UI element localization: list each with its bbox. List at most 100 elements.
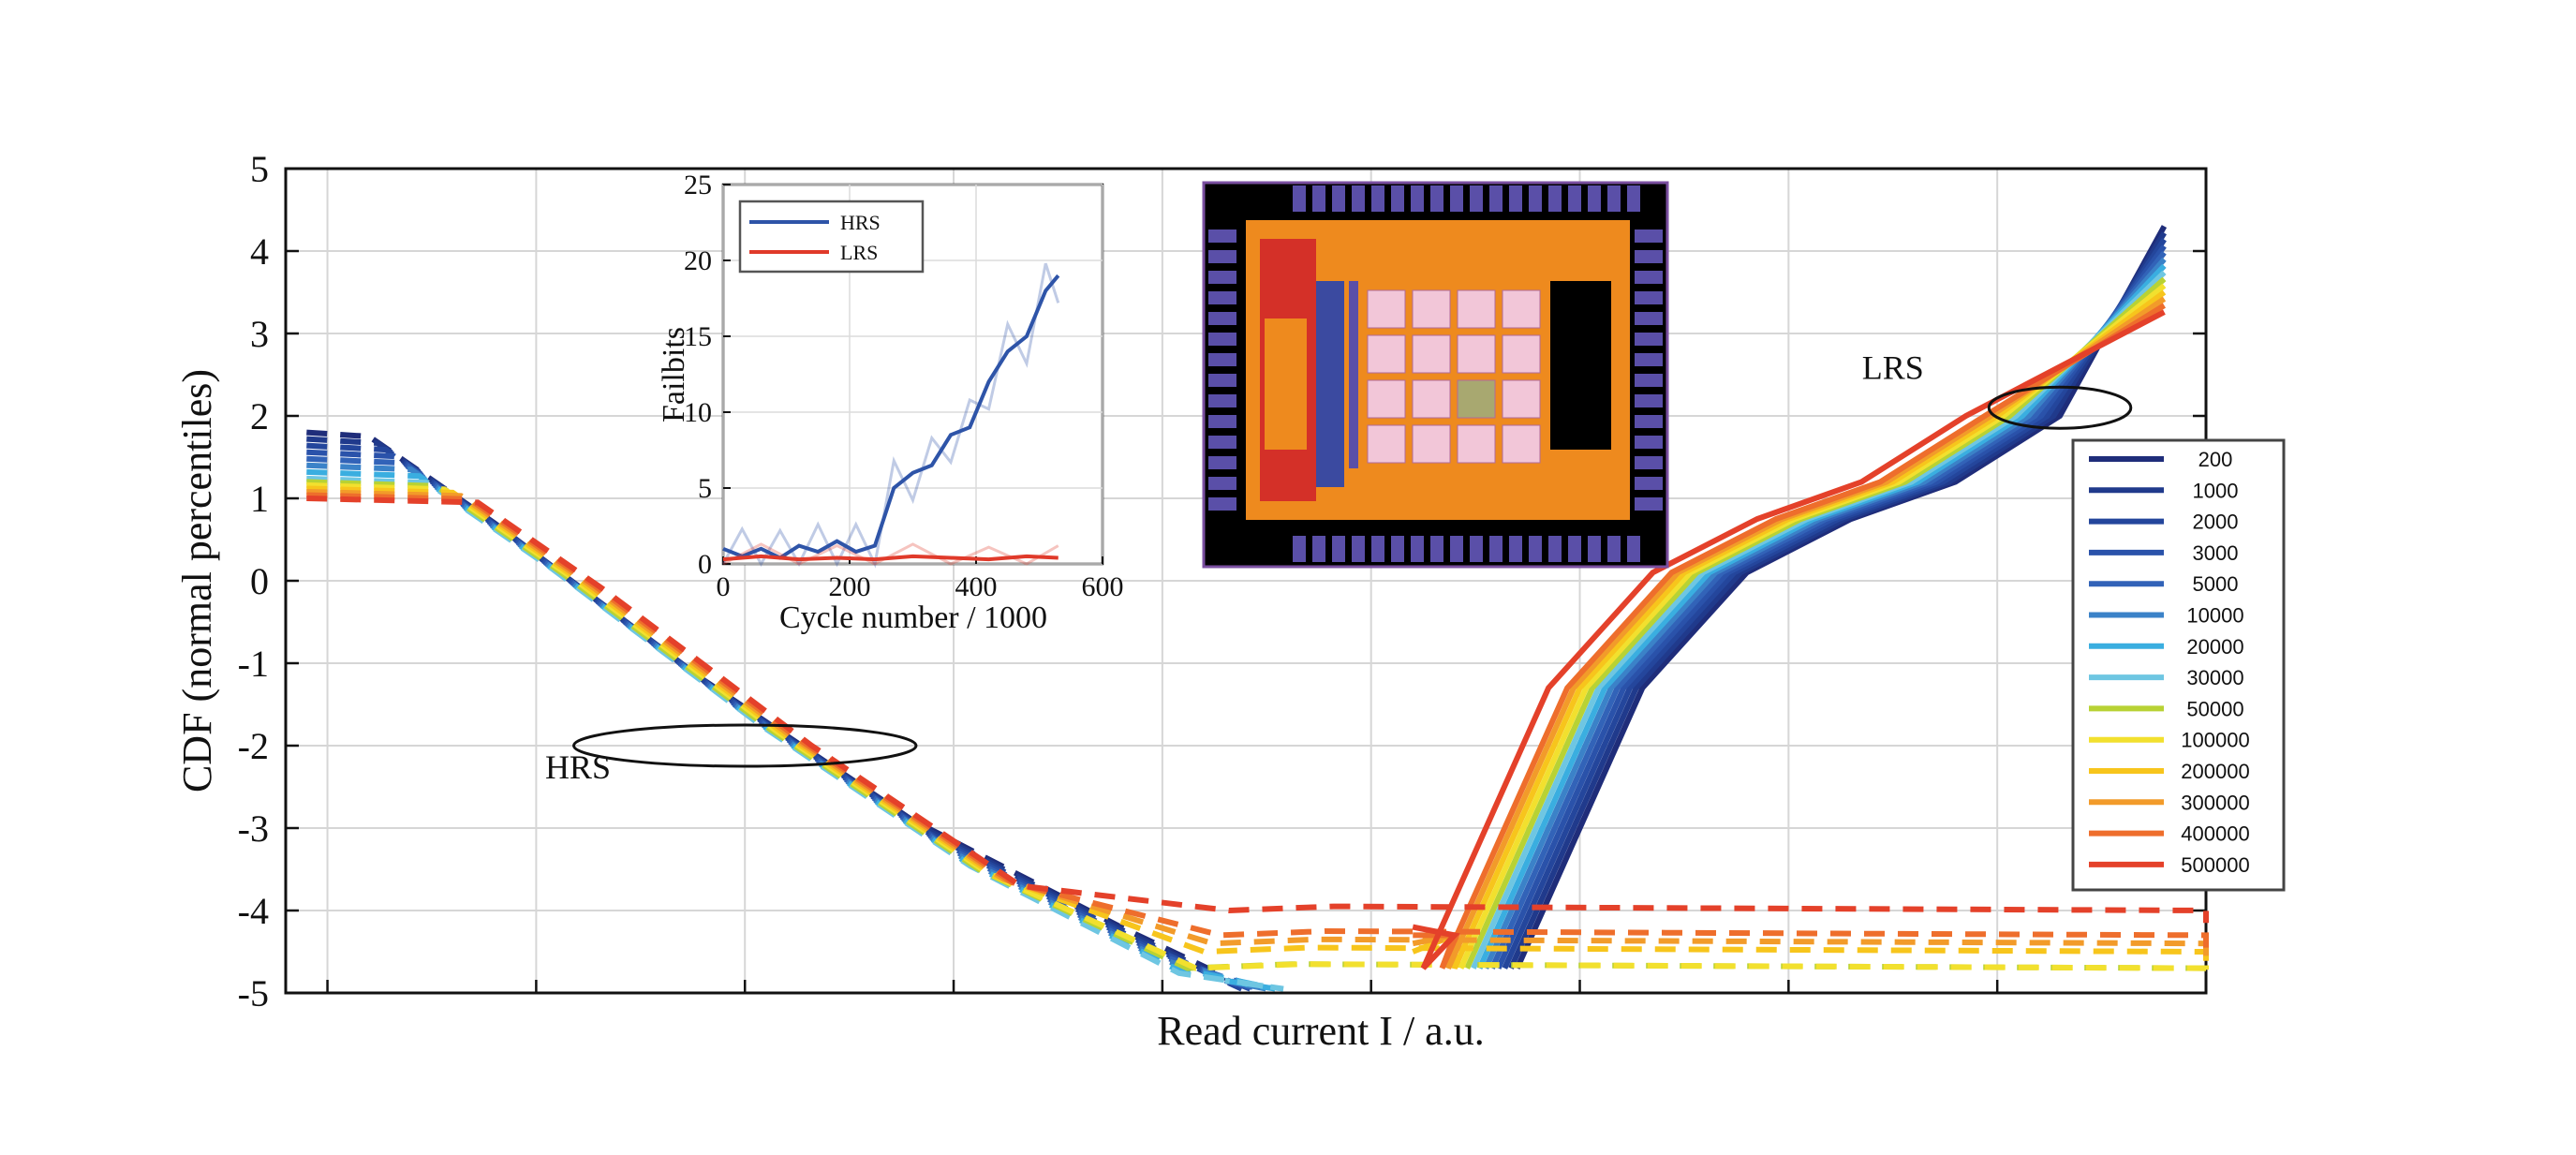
chip-pad-right (1635, 436, 1663, 449)
chip-pad-top (1293, 185, 1306, 212)
chip-pad-bottom (1548, 536, 1562, 562)
legend-label: 10000 (2186, 604, 2243, 628)
inset-y-tick-label: 10 (684, 397, 712, 428)
y-tick-label: -2 (238, 725, 269, 767)
chip-pad-right (1635, 333, 1663, 346)
chip-pad-left (1208, 456, 1236, 469)
chip-pad-left (1208, 312, 1236, 325)
chip-pad-left (1208, 394, 1236, 407)
chip-pad-left (1208, 333, 1236, 346)
annotation-label: LRS (1862, 348, 1924, 386)
main-legend: 200 1000 2000 3000 5000 10000 20000 30000 50000 1… (2071, 438, 2286, 892)
legend-label: 30000 (2186, 666, 2243, 689)
y-tick-label: -3 (238, 807, 269, 850)
chip-pad-top (1332, 185, 1345, 212)
legend-label: 400000 (2181, 822, 2249, 846)
chip-pad-right (1635, 353, 1663, 366)
chip-pad-bottom (1352, 536, 1365, 562)
y-tick-label: 1 (250, 478, 269, 520)
chip-pad-bottom (1470, 536, 1483, 562)
y-tick-label: -4 (238, 890, 269, 932)
annotation-ellipse (572, 723, 918, 768)
chip-pad-top (1411, 185, 1424, 212)
inset-raw-HRS (721, 262, 1060, 569)
chip-memory-block (1457, 424, 1496, 464)
inset-x-tick-label: 400 (955, 571, 998, 602)
lrs-curve-100000 (1458, 283, 2167, 970)
inset-legend-label: HRS (840, 211, 881, 234)
inset-y-axis-title: Failbits (657, 327, 691, 422)
y-tick-label: -5 (238, 972, 269, 1014)
legend-label: 5000 (2193, 572, 2239, 596)
chip-pad-top (1489, 185, 1503, 212)
chip-pad-top (1568, 185, 1581, 212)
chip-pad-bottom (1411, 536, 1424, 562)
chip-pad-right (1635, 291, 1663, 304)
legend-label: 200 (2198, 448, 2233, 471)
chip-memory-block (1502, 289, 1541, 329)
legend-label: 2000 (2193, 511, 2239, 534)
chip-right-block (1550, 281, 1611, 450)
chip-memory-block (1502, 334, 1541, 374)
main-y-axis-title: CDF (normal percentiles) (174, 369, 220, 792)
inset-y-tick-label: 20 (684, 245, 712, 276)
y-tick-label: -1 (238, 643, 269, 685)
chip-pad-top (1627, 185, 1640, 212)
chip-layout-image (1202, 181, 1669, 569)
chip-pad-right (1635, 497, 1663, 511)
chip-pad-bottom (1509, 536, 1522, 562)
chip-pad-left (1208, 353, 1236, 366)
chip-pad-bottom (1607, 536, 1621, 562)
inset-y-tick-label: 15 (684, 321, 712, 352)
inset-raw-LRS (722, 542, 1059, 566)
inset-x-tick-label: 200 (829, 571, 871, 602)
annotation-label: HRS (545, 748, 611, 786)
legend-label: 100000 (2181, 729, 2249, 752)
lrs-curve-500000 (1412, 309, 2166, 970)
chip-pad-right (1635, 477, 1663, 490)
legend-label: 500000 (2181, 853, 2249, 877)
y-tick-label: 0 (250, 560, 269, 602)
chip-memory-block (1367, 334, 1406, 374)
inset-legend: HRS LRS (738, 200, 925, 274)
inset-series (721, 262, 1060, 569)
chip-memory-block (1457, 289, 1496, 329)
chip-pad-right (1635, 456, 1663, 469)
chip-pad-left (1208, 477, 1236, 490)
chip-pad-bottom (1588, 536, 1601, 562)
chip-pad-right (1635, 271, 1663, 284)
chip-pad-left (1208, 497, 1236, 511)
chip-pad-left (1208, 230, 1236, 243)
inset-y-tick-label: 0 (698, 549, 712, 580)
y-tick-label: 2 (250, 395, 269, 437)
chip-bus (1349, 281, 1358, 468)
legend-label: 3000 (2193, 541, 2239, 565)
chip-pad-left (1208, 291, 1236, 304)
chip-pad-left (1208, 250, 1236, 263)
chip-pad-bottom (1293, 536, 1306, 562)
chip-memory-blocks (1367, 289, 1541, 464)
chip-pad-top (1312, 185, 1325, 212)
lrs-curve-400000 (1413, 303, 2167, 970)
inset-chart: 0 200 400 600 0 5 10 15 20 25 HRS LRS Cycle number… (657, 170, 1124, 635)
inset-series-LRS (722, 554, 1059, 562)
chip-pad-bottom (1529, 536, 1542, 562)
legend-label: 50000 (2186, 697, 2243, 720)
chip-pad-top (1529, 185, 1542, 212)
chip-pad-top (1450, 185, 1463, 212)
chip-pad-bottom (1450, 536, 1463, 562)
chip-memory-block (1412, 334, 1451, 374)
chip-pad-top (1391, 185, 1404, 212)
chip-memory-block (1412, 424, 1451, 464)
lrs-curve-5000 (1489, 250, 2167, 970)
annotations: HRS LRS (545, 348, 2133, 786)
lrs-curve-20000 (1476, 263, 2167, 970)
inset-x-tick-label: 0 (717, 571, 731, 602)
chip-pad-left (1208, 271, 1236, 284)
chip-pad-top (1371, 185, 1384, 212)
chip-pad-left (1208, 415, 1236, 428)
chip-pad-bottom (1489, 536, 1503, 562)
lrs-curve-10000 (1483, 257, 2167, 970)
chip-pad-top (1352, 185, 1365, 212)
chip-pad-bottom (1430, 536, 1443, 562)
